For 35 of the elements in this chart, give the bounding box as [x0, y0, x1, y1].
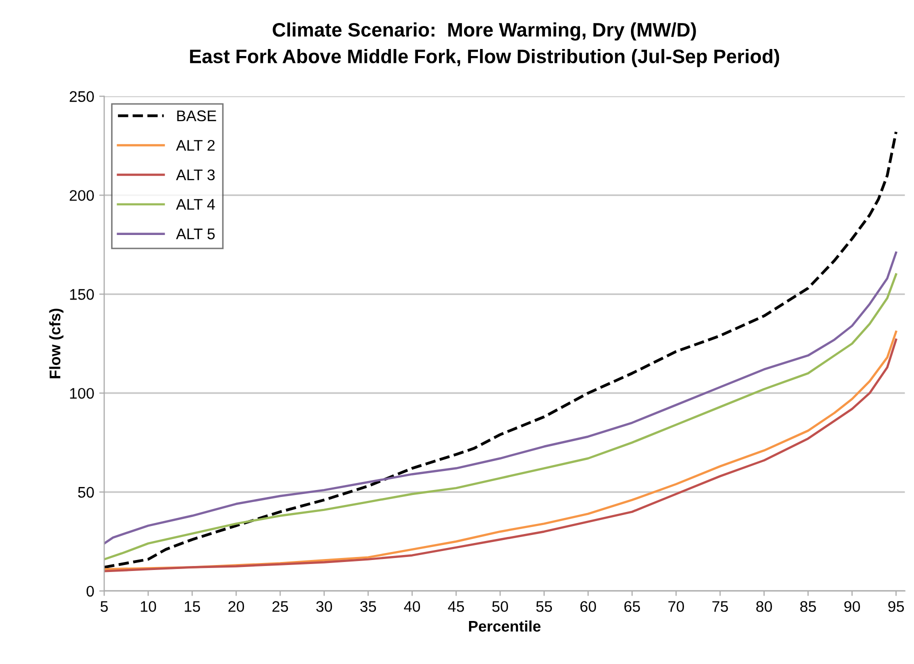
- y-tick-label: 200: [70, 190, 94, 201]
- y-tick-label: 0: [86, 586, 94, 597]
- legend-label: ALT 5: [176, 228, 215, 240]
- x-tick-label: 25: [272, 601, 288, 612]
- x-tick-label: 95: [888, 601, 904, 612]
- x-tick-label: 10: [140, 601, 156, 612]
- chart-subtitle: East Fork Above Middle Fork, Flow Distribution (Jul-Sep Period): [190, 48, 780, 68]
- x-tick-label: 45: [448, 601, 464, 612]
- y-axis-title: Flow (cfs): [49, 308, 64, 378]
- y-tick-label: 250: [70, 91, 94, 102]
- line-series: [104, 130, 898, 569]
- x-tick-label: 30: [316, 601, 332, 612]
- x-tick-label: 35: [360, 601, 376, 612]
- x-tick-label: 75: [712, 601, 728, 612]
- legend-label: ALT 4: [176, 199, 215, 210]
- x-axis-title: Percentile: [469, 620, 541, 632]
- y-tick-label: 50: [78, 486, 94, 498]
- x-tick-label: 60: [580, 601, 596, 612]
- x-tick-label: 15: [184, 601, 200, 612]
- x-tick-label: 85: [800, 601, 816, 612]
- y-tick-label: 150: [70, 289, 94, 300]
- x-tick-label: 70: [668, 601, 684, 612]
- chart-title: Climate Scenario: More Warming, Dry (MW/D): [272, 22, 696, 41]
- x-tick-label: 65: [624, 601, 640, 612]
- legend-label: ALT 3: [176, 169, 215, 180]
- x-tick-label: 50: [492, 601, 508, 612]
- x-tick-label: 5: [100, 601, 108, 612]
- x-tick-label: 40: [404, 601, 420, 612]
- legend-label: BASE: [177, 110, 216, 122]
- legend-label: ALT 2: [176, 140, 215, 151]
- y-tick-label: 100: [70, 388, 94, 399]
- x-tick-label: 90: [844, 601, 860, 612]
- x-tick-label: 20: [228, 601, 244, 612]
- x-tick-label: 80: [756, 601, 772, 612]
- x-tick-label: 55: [536, 601, 552, 612]
